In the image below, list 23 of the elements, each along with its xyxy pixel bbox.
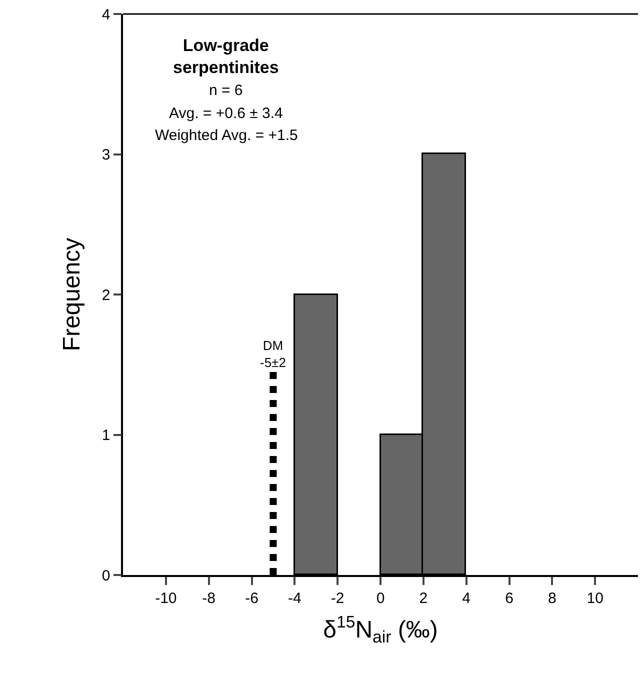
x-tick-label: 0: [376, 590, 385, 607]
x-tick-label: 4: [462, 590, 470, 607]
ref-line-label: DM -5±2: [260, 338, 286, 370]
y-axis-title: Frequency: [58, 238, 86, 352]
x-tick-label: -6: [245, 590, 258, 607]
x-tick-label: -8: [202, 590, 216, 607]
x-tick-label: 8: [548, 590, 556, 607]
y-tick-label: 3: [102, 146, 110, 164]
annotation: Avg. = +0.6 ± 3.4: [169, 105, 283, 122]
annotation: n = 6: [209, 82, 243, 99]
x-axis-title: δ$^{15}$N$_{air}$ (‰): [323, 612, 438, 647]
annotation: Low-grade serpentinites: [173, 36, 279, 78]
x-tick-label: 2: [419, 590, 428, 607]
x-tick-label: -4: [288, 590, 302, 607]
annotation: Weighted Avg. = +1.5: [155, 127, 298, 144]
y-tick-label: 1: [102, 427, 110, 444]
x-tick-label: -10: [155, 590, 177, 607]
x-tick-label: 6: [505, 590, 514, 607]
y-tick-label: 0: [102, 567, 110, 584]
y-tick-label: 2: [102, 286, 110, 304]
x-tick-label: 10: [586, 590, 604, 607]
x-tick-label: -2: [330, 590, 344, 607]
y-tick-label: 4: [102, 6, 110, 24]
